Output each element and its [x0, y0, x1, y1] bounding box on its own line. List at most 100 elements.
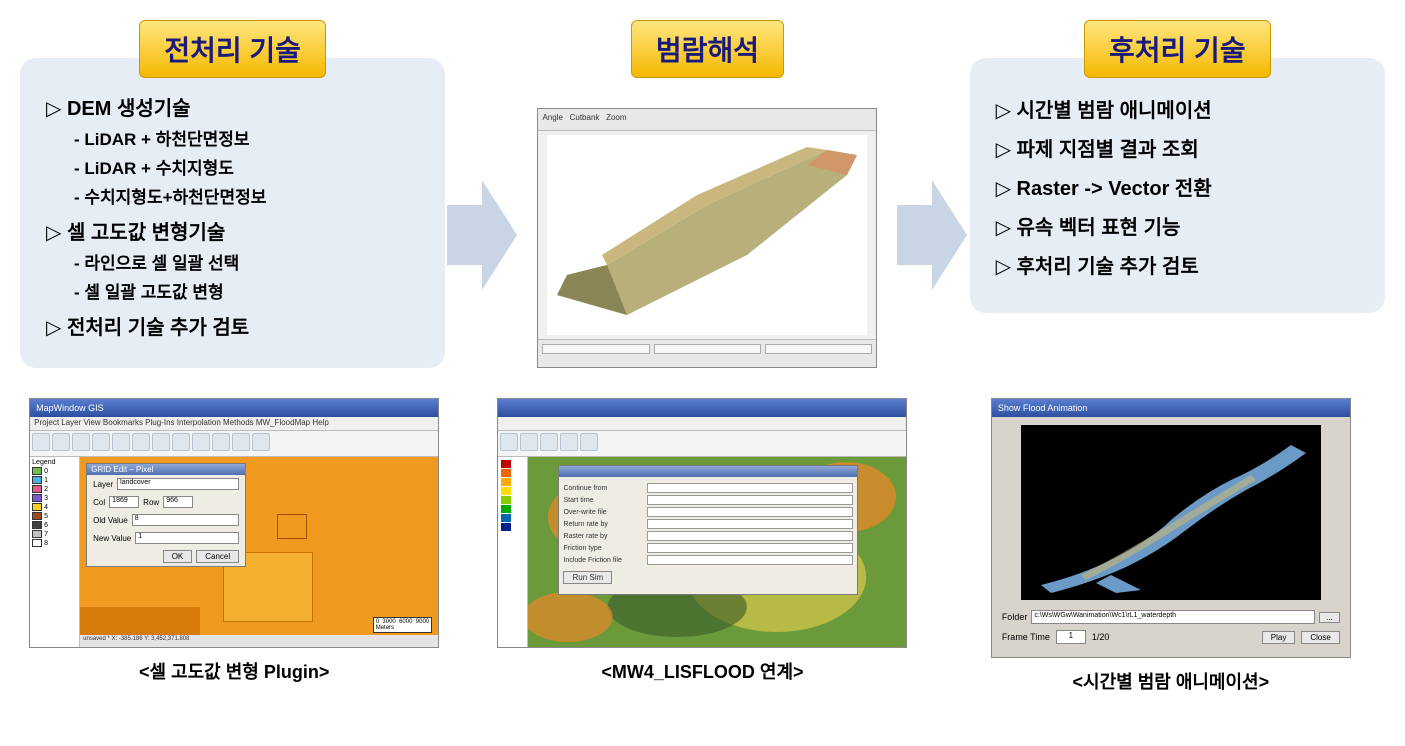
lisflood-legend: [498, 457, 528, 647]
lisflood-titlebar: [498, 399, 906, 417]
box-postprocessing: 시간별 범람 애니메이션파제 지점별 결과 조회Raster -> Vector…: [970, 58, 1385, 313]
list-item-sub: LiDAR + 하천단면정보: [74, 125, 419, 150]
list-item-sub: 셀 일괄 고도값 변형: [74, 278, 419, 303]
oldval-input[interactable]: 8: [132, 514, 239, 526]
field-label: Friction type: [563, 545, 643, 552]
legend-row: 7: [32, 530, 77, 538]
list-item-main: Raster -> Vector 전환: [996, 172, 1359, 201]
row-label: Row: [143, 498, 159, 507]
lisflood-field-row: Friction type: [563, 543, 853, 553]
list-item-main: 전처리 기술 추가 검토: [46, 311, 419, 340]
legend-swatch: [32, 503, 42, 511]
cell-plugin-toolbar: [30, 431, 438, 457]
arrow-2: [895, 20, 969, 290]
tool-icon: [172, 433, 190, 451]
folder-input[interactable]: c:\Ws\WGw\Wanimation\Wc1\rL1_waterdepth: [1031, 610, 1315, 624]
legend-value: 8: [44, 540, 48, 547]
legend-row: 5: [32, 512, 77, 520]
field-label: Over-write file: [563, 509, 643, 516]
legend-swatch: [32, 494, 42, 502]
legend-swatch: [501, 460, 511, 468]
legend-swatch: [501, 514, 511, 522]
cell-plugin-menubar: Project Layer View Bookmarks Plug-Ins In…: [30, 417, 438, 431]
list-item-main: DEM 생성기술: [46, 92, 419, 121]
statusbar: unsaved * X: -385.186 Y: 3,452,371.808: [80, 635, 438, 647]
layer-input[interactable]: landcover: [117, 478, 239, 490]
tool-icon: [32, 433, 50, 451]
folder-label: Folder: [1002, 612, 1028, 622]
list-item-main: 유속 벡터 표현 기능: [996, 211, 1359, 240]
folder-browse-button[interactable]: ...: [1319, 612, 1340, 623]
field-input[interactable]: [647, 543, 853, 553]
flood-anim-title: Show Flood Animation: [998, 403, 1088, 413]
legend-swatch: [32, 530, 42, 538]
run-sim-button[interactable]: Run Sim: [563, 571, 612, 584]
tool-icon: [232, 433, 250, 451]
close-button[interactable]: Close: [1301, 631, 1339, 644]
field-input[interactable]: [647, 483, 853, 493]
lisflood-field-row: Over-write file: [563, 507, 853, 517]
badge-postprocessing-label: 후처리 기술: [1109, 35, 1246, 66]
legend-row: 1: [32, 476, 77, 484]
tool-icon: [252, 433, 270, 451]
field-label: Start time: [563, 497, 643, 504]
legend-row: 6: [32, 521, 77, 529]
play-button[interactable]: Play: [1262, 631, 1296, 644]
field-input[interactable]: [647, 507, 853, 517]
grid-edit-dialog: GRID Edit – Pixel Layer landcover Col 18…: [86, 463, 246, 567]
field-input[interactable]: [647, 555, 853, 565]
legend-swatch: [32, 512, 42, 520]
legend-row: 0: [32, 467, 77, 475]
terrain-bottom-toolbar: [538, 339, 876, 368]
box-preprocessing: DEM 생성기술LiDAR + 하천단면정보LiDAR + 수치지형도수치지형도…: [20, 58, 445, 368]
list-postprocessing: 시간별 범람 애니메이션파제 지점별 결과 조회Raster -> Vector…: [996, 94, 1359, 279]
ok-button[interactable]: OK: [163, 550, 193, 563]
arrow-right-icon: [897, 180, 967, 290]
cell-plugin-title: MapWindow GIS: [36, 403, 104, 413]
lisflood-field-row: Continue from: [563, 483, 853, 493]
lisflood-field-row: Include Friction file: [563, 555, 853, 565]
terrain-toolbar-zoom: Zoom: [606, 113, 626, 122]
row-input[interactable]: 966: [163, 496, 193, 508]
cancel-button[interactable]: Cancel: [196, 550, 239, 563]
legend-swatch: [501, 478, 511, 486]
frame-counter: 1/20: [1092, 632, 1110, 642]
tool-icon: [212, 433, 230, 451]
screenshot-row: MapWindow GIS Project Layer View Bookmar…: [20, 398, 1385, 694]
frametime-input[interactable]: 1: [1056, 630, 1086, 644]
frametime-row: Frame Time 1 1/20 Play Close: [992, 626, 1350, 648]
terrain-toolbar: Angle Cutbank Zoom: [538, 109, 876, 131]
legend-swatch: [32, 521, 42, 529]
legend-swatch: [501, 505, 511, 513]
newval-label: New Value: [93, 534, 131, 543]
column-preprocessing: 전처리 기술 DEM 생성기술LiDAR + 하천단면정보LiDAR + 수치지…: [20, 20, 445, 368]
field-input[interactable]: [647, 519, 853, 529]
lisflood-body: Continue fromStart timeOver-write fileRe…: [498, 457, 906, 647]
field-input[interactable]: [647, 531, 853, 541]
lisflood-window: Continue fromStart timeOver-write fileRe…: [497, 398, 907, 648]
flood-anim-titlebar: Show Flood Animation: [992, 399, 1350, 417]
legend-value: 2: [44, 486, 48, 493]
legend-row: 2: [32, 485, 77, 493]
legend-value: 7: [44, 531, 48, 538]
list-item-main: 후처리 기술 추가 검토: [996, 250, 1359, 279]
screenshot-lisflood: Continue fromStart timeOver-write fileRe…: [488, 398, 916, 694]
field-input[interactable]: [647, 495, 853, 505]
newval-input[interactable]: 1: [135, 532, 239, 544]
lisflood-dialog-body: Continue fromStart timeOver-write fileRe…: [559, 477, 857, 588]
legend-value: 1: [44, 477, 48, 484]
col-input[interactable]: 1869: [109, 496, 139, 508]
flood-anim-window: Show Flood Animation Folder c:\Ws\WGw\Wa…: [991, 398, 1351, 658]
dialog-title: GRID Edit – Pixel: [91, 465, 153, 474]
caption-lisflood: <MW4_LISFLOOD 연계>: [601, 658, 803, 684]
lisflood-map: Continue fromStart timeOver-write fileRe…: [528, 457, 906, 647]
cell-plugin-map: GRID Edit – Pixel Layer landcover Col 18…: [80, 457, 438, 647]
caption-cell-plugin: <셀 고도값 변형 Plugin>: [139, 658, 329, 684]
tool-icon: [112, 433, 130, 451]
cell-plugin-window: MapWindow GIS Project Layer View Bookmar…: [29, 398, 439, 648]
legend-row: 4: [32, 503, 77, 511]
cell-plugin-menus: Project Layer View Bookmarks Plug-Ins In…: [34, 418, 329, 427]
lisflood-field-row: Raster rate by: [563, 531, 853, 541]
caption-flood-anim: <시간별 범람 애니메이션>: [1073, 668, 1270, 694]
lisflood-dialog: Continue fromStart timeOver-write fileRe…: [558, 465, 858, 595]
